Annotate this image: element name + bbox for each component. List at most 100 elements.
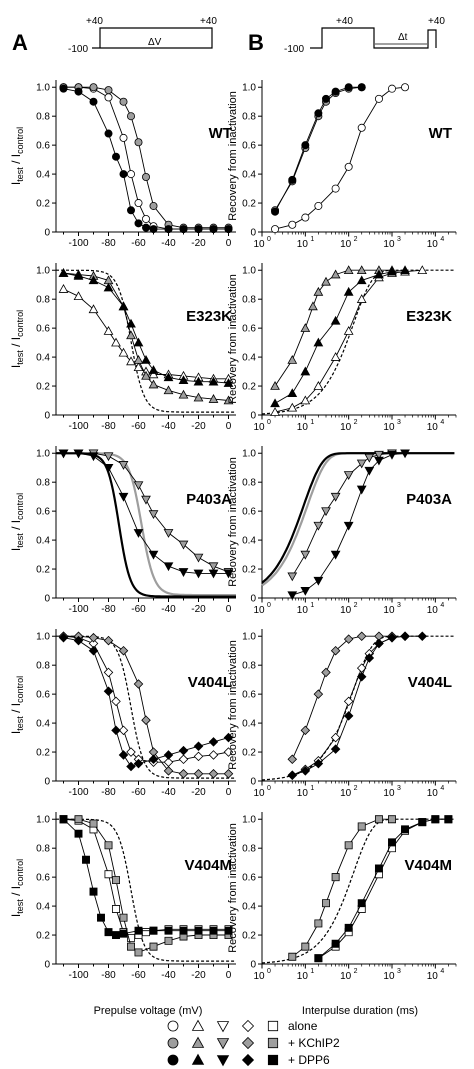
x-tick-label: 10 (383, 971, 395, 982)
data-point (133, 529, 144, 538)
legend-marker (216, 1021, 230, 1033)
legend-marker (241, 1036, 255, 1050)
series-kchip2 (59, 83, 233, 232)
data-point (163, 766, 174, 776)
y-tick-label: 1.0 (36, 632, 50, 643)
y-tick-label: 0 (44, 228, 50, 239)
data-point (356, 485, 367, 495)
data-point (223, 732, 234, 743)
series-alone (59, 83, 233, 234)
x-tick-label: 10 (253, 239, 265, 250)
y-tick-label: 0.2 (242, 382, 256, 393)
plot-a-v404m: 0 0.2 0.4 0.6 0.8 1.0 -100 -80 -60 -40 -20 0 V404M It… (9, 812, 236, 981)
data-point (126, 318, 136, 328)
y-tick-label: 0.6 (36, 324, 50, 335)
data-point (301, 141, 310, 150)
protocol-pre-label: +40 (86, 16, 103, 27)
series-kchip2 (288, 815, 396, 961)
data-point (74, 829, 83, 838)
data-point (73, 449, 84, 459)
data-point (163, 562, 174, 572)
series-fit-line (291, 635, 392, 760)
data-point (103, 452, 114, 462)
data-point (104, 841, 113, 850)
data-point (343, 265, 354, 274)
data-point (313, 521, 324, 531)
data-point (149, 942, 158, 951)
legend-marker (191, 1019, 205, 1031)
y-tick-label: 0.2 (36, 565, 50, 576)
data-point (58, 449, 69, 459)
y-tick-label: 0.8 (242, 112, 256, 123)
series-fit-line (292, 452, 406, 596)
data-point (356, 663, 367, 673)
data-point (301, 213, 310, 222)
x-tick-label: -80 (101, 604, 116, 615)
data-point (344, 841, 353, 850)
y-tick-label: 0.8 (36, 112, 50, 123)
y-tick-label: 1.0 (36, 815, 50, 826)
y-axis-title: Itest / Icontrol (9, 127, 25, 185)
data-point (223, 768, 234, 779)
x-tick-exponent: 0 (267, 236, 271, 243)
legend-marker (191, 1053, 205, 1065)
data-point (103, 635, 114, 646)
data-point (357, 822, 366, 831)
data-point (118, 461, 129, 470)
data-point (103, 326, 114, 335)
y-tick-label: 0.6 (242, 873, 256, 884)
data-point (356, 631, 367, 642)
x-tick-label: -60 (131, 970, 146, 981)
protocol-inactivation: -100 +40 +40 ΔV (68, 16, 217, 55)
data-point (330, 744, 341, 754)
data-point (343, 326, 354, 335)
x-tick-exponent: 3 (397, 968, 401, 975)
legend: alone + KChIP2 + DPP6 (167, 1019, 340, 1067)
y-tick-label: 0.8 (242, 295, 256, 306)
data-point (127, 942, 135, 951)
data-point (374, 450, 384, 460)
data-point (330, 269, 341, 279)
y-tick-label: 0.8 (242, 478, 256, 489)
y-tick-label: 0.2 (36, 931, 50, 942)
data-point (133, 337, 144, 347)
series-fit-line (274, 86, 362, 211)
data-point (103, 667, 114, 678)
data-point (103, 686, 114, 697)
data-point (344, 83, 353, 92)
data-point (112, 152, 121, 161)
data-point (287, 354, 298, 364)
data-point (300, 725, 311, 736)
reference-curve-black (261, 452, 455, 584)
series-fit-line (318, 818, 449, 959)
plot-b-v404m: 00.20.40.60.81.010 0 10 1 10 2 10 3 10 4V404MReco… (227, 812, 457, 982)
series-dpp6 (58, 632, 234, 772)
data-point (74, 815, 83, 824)
data-point (270, 398, 280, 408)
data-point (193, 376, 204, 386)
x-tick-label: 10 (253, 422, 265, 433)
x-tick-exponent: 4 (440, 968, 444, 975)
data-point (149, 201, 158, 210)
y-tick-label: 0.2 (242, 931, 256, 942)
y-tick-label: 1.0 (36, 266, 50, 277)
legend-label: + KChIP2 (288, 1036, 340, 1050)
data-point (223, 747, 234, 757)
x-tick-label: -80 (101, 787, 116, 798)
data-point (356, 672, 367, 682)
x-tick-label: -80 (101, 238, 116, 249)
data-point (300, 550, 311, 560)
x-tick-label: -20 (191, 787, 206, 798)
x-tick-exponent: 3 (397, 602, 401, 609)
y-tick-label: 0.6 (36, 507, 50, 518)
data-point (141, 715, 151, 725)
data-point (300, 366, 311, 376)
data-point (223, 569, 234, 579)
x-tick-exponent: 0 (267, 602, 271, 609)
series-fit-line (63, 86, 229, 230)
y-axis-title: Recovery from inactivation (227, 91, 239, 221)
data-point (193, 741, 204, 752)
x-tick-label: -40 (161, 238, 176, 249)
data-point (223, 378, 234, 387)
legend-row-dpp6: + DPP6 (167, 1053, 330, 1067)
